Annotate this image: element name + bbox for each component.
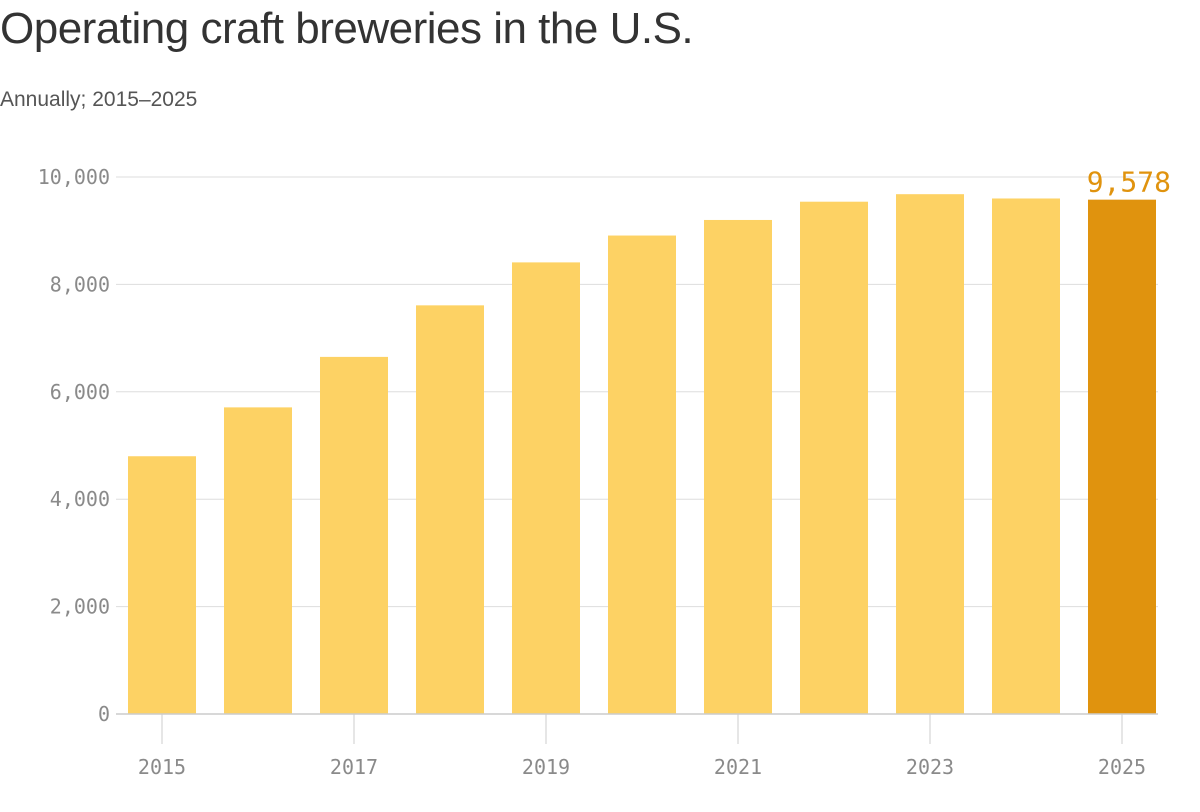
y-axis-tick-labels: 0 2,000 4,000 6,000 8,000 10,000 bbox=[38, 165, 110, 726]
x-tick-label: 2019 bbox=[522, 755, 570, 779]
bars bbox=[128, 194, 1156, 715]
y-tick-label: 0 bbox=[98, 702, 110, 726]
y-tick-label: 2,000 bbox=[50, 595, 110, 619]
bar-2024 bbox=[992, 198, 1060, 715]
value-label-2025: 9,578 bbox=[1087, 166, 1171, 199]
bar-2016 bbox=[224, 407, 292, 714]
bar-2017 bbox=[320, 356, 388, 714]
bar-2022 bbox=[800, 201, 868, 714]
x-tick-label: 2021 bbox=[714, 755, 762, 779]
bar-2020 bbox=[608, 235, 676, 714]
x-tick-label: 2017 bbox=[330, 755, 378, 779]
annotations: 9,578 bbox=[1087, 166, 1171, 199]
y-tick-label: 6,000 bbox=[50, 380, 110, 404]
y-tick-label: 10,000 bbox=[38, 165, 110, 189]
chart-title: Operating craft breweries in the U.S. bbox=[0, 4, 694, 53]
y-tick-label: 8,000 bbox=[50, 272, 110, 296]
bar-2015 bbox=[128, 456, 196, 714]
x-tick-label: 2023 bbox=[906, 755, 954, 779]
bar-2023 bbox=[896, 194, 964, 714]
x-tick-label: 2015 bbox=[138, 755, 186, 779]
x-tick-label: 2025 bbox=[1098, 755, 1146, 779]
bar-2019 bbox=[512, 262, 580, 714]
y-tick-label: 4,000 bbox=[50, 487, 110, 511]
bar-2021 bbox=[704, 219, 772, 714]
x-axis: 2015 2017 2019 2021 2023 2025 bbox=[116, 713, 1158, 779]
bar-2018 bbox=[416, 305, 484, 714]
chart-subtitle: Annually; 2015–2025 bbox=[0, 88, 198, 111]
bar-2025 bbox=[1088, 199, 1156, 715]
